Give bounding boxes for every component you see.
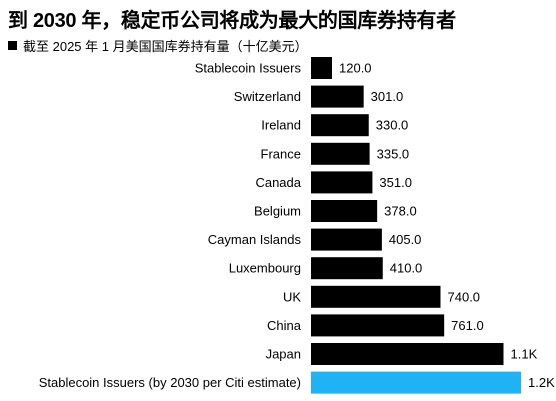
category-label: Stablecoin Issuers [195, 61, 302, 76]
value-label: 351.0 [379, 175, 412, 190]
bar [311, 257, 383, 280]
value-label: 301.0 [371, 89, 404, 104]
value-label: 120.0 [339, 61, 372, 76]
bar [311, 114, 369, 137]
category-label: Stablecoin Issuers (by 2030 per Citi est… [39, 375, 301, 390]
chart-title: 到 2030 年，稳定币公司将成为最大的国库券持有者 [8, 10, 456, 32]
bar [311, 285, 441, 308]
bar [311, 57, 332, 79]
value-label: 761.0 [451, 318, 484, 333]
bar [311, 343, 504, 365]
bar [311, 228, 382, 251]
chart-subtitle: 截至 2025 年 1 月美国国库券持有量（十亿美元） [23, 39, 308, 54]
value-label: 1.2K [528, 375, 555, 390]
bar [311, 371, 521, 394]
category-label: China [267, 318, 302, 333]
value-label: 740.0 [448, 289, 481, 304]
bar [311, 200, 378, 222]
value-label: 410.0 [390, 261, 423, 276]
category-label: Cayman Islands [208, 232, 302, 247]
value-label: 330.0 [376, 118, 409, 133]
category-label: Canada [255, 175, 301, 190]
value-label: 335.0 [377, 146, 410, 161]
category-label: Switzerland [234, 89, 301, 104]
category-label: UK [283, 289, 301, 304]
category-label: France [261, 146, 301, 161]
chart-subtitle-row: 截至 2025 年 1 月美国国库券持有量（十亿美元） [8, 36, 308, 55]
value-label: 1.1K [511, 347, 538, 362]
category-label: Japan [266, 347, 301, 362]
bar [311, 171, 373, 194]
bar [311, 85, 364, 108]
bar [311, 142, 370, 165]
category-label: Belgium [254, 204, 301, 219]
bar [311, 314, 445, 337]
category-label: Luxembourg [229, 261, 301, 276]
legend-square-icon [8, 41, 17, 50]
value-label: 405.0 [389, 232, 422, 247]
category-label: Ireland [261, 118, 301, 133]
value-label: 378.0 [384, 204, 417, 219]
